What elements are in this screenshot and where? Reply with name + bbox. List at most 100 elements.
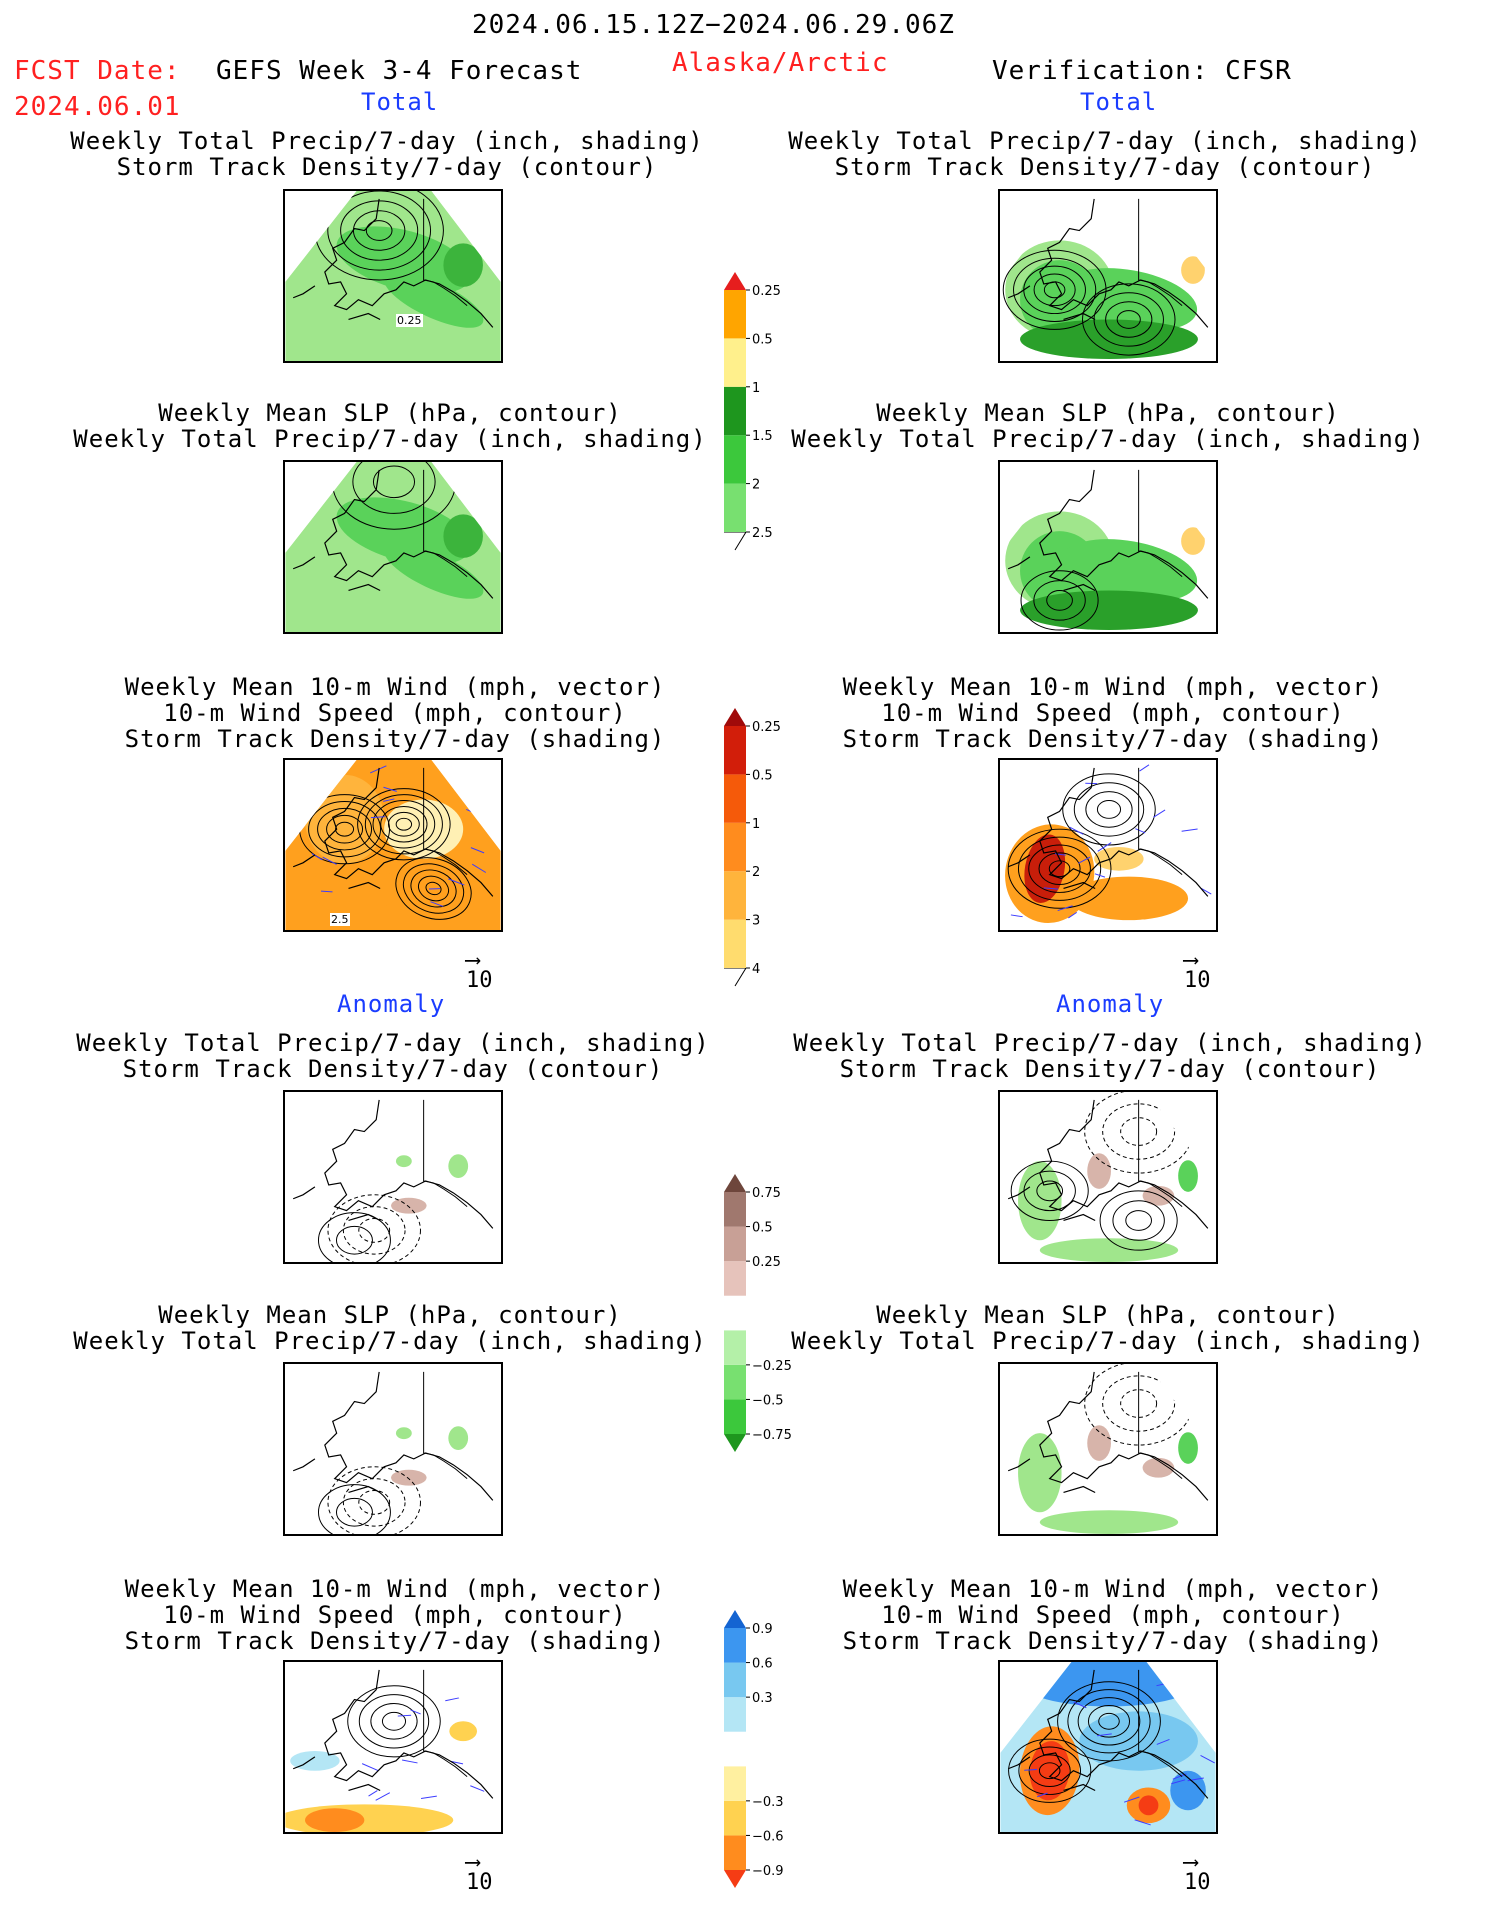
- shading-region: [1018, 1433, 1062, 1513]
- coastline: [292, 1669, 494, 1799]
- colorbar-label: 0.9: [752, 1622, 773, 1637]
- wind-vector: [1134, 1819, 1151, 1826]
- contour-label-precip: 0.25: [396, 314, 423, 327]
- wind-vector: [397, 1714, 412, 1717]
- colorbar-label: 0.5: [752, 1221, 773, 1236]
- coastline: [1007, 1371, 1209, 1501]
- colorbar-swatch: [724, 708, 746, 726]
- shading-region: [1087, 1425, 1111, 1461]
- shading-region: [309, 863, 399, 914]
- wind-vector: [1153, 809, 1166, 818]
- contour-line: [372, 465, 416, 499]
- map-svg: [1000, 1364, 1216, 1534]
- colorbar-svg: 0.25 0.5 1 2 3 4: [724, 708, 781, 987]
- map-wind-storm-total-fcst: [283, 758, 503, 932]
- colorbar-swatch: [724, 272, 746, 290]
- map-wind-storm-total-obs: [998, 758, 1218, 932]
- contour-line: [364, 794, 443, 855]
- title-slp-precip-anom-right: Weekly Mean SLP (hPa, contour) Weekly Tot…: [791, 1301, 1425, 1355]
- colorbar-swatch: [724, 822, 746, 872]
- colorbar-swatch: [724, 1870, 746, 1888]
- colorbar-label: −0.75: [752, 1428, 792, 1443]
- contour-line: [326, 814, 364, 844]
- contour-line: [1036, 1180, 1064, 1202]
- contour-line: [402, 863, 465, 914]
- wind-vector: [1024, 1769, 1038, 1771]
- colorbar-swatch: [724, 1261, 746, 1296]
- contour-line: [308, 801, 382, 858]
- forecast-period: 2024.06.15.12Z−2024.06.29.06Z: [472, 10, 955, 40]
- wind-vector: [320, 890, 333, 893]
- wind-vector: [1012, 1704, 1023, 1709]
- coastline: [1007, 767, 1209, 897]
- colorbar-swatch: [724, 774, 746, 823]
- map-slp-precip-total-fcst: [283, 460, 503, 634]
- title-precip-storm-anom-right: Weekly Total Precip/7-day (inch, shading…: [793, 1029, 1427, 1083]
- wind-vector: [1139, 764, 1150, 772]
- wind-vector: [1037, 1792, 1048, 1798]
- colorbar-swatch: [724, 726, 746, 775]
- colorbar-label: 0.3: [752, 1691, 773, 1706]
- wind-vector: [410, 1709, 421, 1715]
- wind-vector: [1010, 914, 1023, 918]
- colorbar-swatch: [724, 919, 746, 968]
- colorbar-swatch: [724, 1364, 746, 1400]
- map-svg: [285, 760, 501, 930]
- contour-line: [1112, 1200, 1165, 1241]
- map-svg: [285, 191, 501, 361]
- wind-vector: [1068, 911, 1078, 919]
- colorbar-swatch: [724, 290, 746, 339]
- shading-region: [395, 1155, 412, 1168]
- colorbar-label: 0.25: [752, 720, 781, 735]
- wind-vector: [470, 1785, 485, 1792]
- shading-region: [1178, 1160, 1198, 1192]
- contour-line: [358, 1694, 430, 1749]
- vector-reference-anom-left: ⟶ 10: [466, 1850, 493, 1896]
- shading-region: [336, 497, 472, 565]
- colorbar-swatch: [724, 967, 747, 987]
- map-svg: [1000, 462, 1216, 632]
- title-slp-precip-total-right: Weekly Mean SLP (hPa, contour) Weekly Tot…: [791, 399, 1425, 453]
- shading-region: [1138, 1795, 1159, 1816]
- map-svg: [1000, 1662, 1216, 1832]
- contour-line: [335, 1225, 373, 1255]
- contour-line: [395, 857, 472, 920]
- shading-region: [1181, 256, 1205, 284]
- colorbar-swatch: [724, 386, 746, 436]
- colorbar-svg: 0.9 0.6 0.3 −0.3 −0.6 −0.9: [724, 1610, 784, 1888]
- contour-line: [381, 1711, 407, 1731]
- wind-vector: [322, 856, 337, 865]
- colorbar-label: 1.5: [752, 429, 773, 444]
- product-title: GEFS Week 3-4 Forecast: [216, 56, 583, 86]
- shading-region: [449, 1721, 478, 1742]
- shading-region: [443, 514, 483, 558]
- map-svg: [1000, 760, 1216, 930]
- colorbar-label: −0.5: [752, 1393, 784, 1408]
- title-wind-storm-total-right: Weekly Mean 10-m Wind (mph, vector) 10-m …: [842, 673, 1384, 753]
- shading-region: [1087, 1153, 1111, 1189]
- title-slp-precip-anom-left: Weekly Mean SLP (hPa, contour) Weekly Tot…: [73, 1301, 707, 1355]
- colorbar-swatch: [724, 1697, 746, 1732]
- contour-line: [1125, 1210, 1152, 1231]
- shading-region: [443, 243, 483, 287]
- title-wind-storm-anom-left: Weekly Mean 10-m Wind (mph, vector) 10-m …: [124, 1575, 666, 1655]
- contour-line: [1120, 1389, 1158, 1418]
- colorbar-swatch: [724, 1835, 746, 1870]
- shading-region: [395, 1427, 412, 1440]
- contour-line: [1057, 1681, 1161, 1762]
- title-precip-storm-total-left: Weekly Total Precip/7-day (inch, shading…: [70, 127, 704, 181]
- wind-vector: [1181, 828, 1198, 832]
- coastline: [292, 1099, 494, 1229]
- border-line: [1138, 1099, 1183, 1208]
- colorbar-svg: 0.25 0.5 1 1.5 2 2.5: [724, 272, 781, 551]
- contour-line: [1096, 800, 1122, 819]
- contour-line: [358, 1490, 391, 1515]
- contour-line: [327, 1466, 421, 1534]
- title-precip-storm-anom-left: Weekly Total Precip/7-day (inch, shading…: [76, 1029, 710, 1083]
- region-title: Alaska/Arctic: [672, 48, 889, 78]
- contour-line: [1105, 301, 1153, 338]
- map-svg: [1000, 191, 1216, 361]
- coastline: [1007, 198, 1209, 328]
- wind-vector: [445, 1696, 462, 1702]
- wind-vector: [1078, 856, 1091, 864]
